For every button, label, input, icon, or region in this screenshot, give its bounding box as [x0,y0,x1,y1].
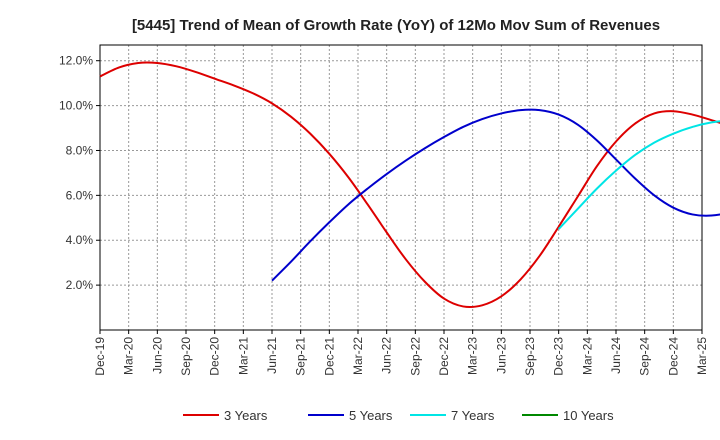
x-tick-label: Mar-22 [351,337,365,375]
x-tick-label: Sep-21 [294,337,308,376]
y-tick-label: 10.0% [59,99,93,113]
legend-label: 7 Years [451,408,495,423]
x-tick-label: Mar-23 [466,337,480,375]
series-line-3-years [99,61,720,309]
x-tick-label: Dec-24 [666,337,680,376]
x-tick-label: Dec-23 [552,337,566,376]
x-tick-label: Sep-22 [408,337,422,376]
x-tick-label: Mar-21 [236,337,250,375]
legend-label: 5 Years [349,408,393,423]
x-tick-label: Jun-23 [494,337,508,374]
x-tick-label: Dec-22 [437,337,451,376]
x-tick-label: Sep-20 [179,337,193,376]
y-tick-label: 8.0% [66,143,94,157]
x-axis: Dec-19 Mar-20 Jun-20 Sep-20 Dec-20 Mar-21 Jun-… [93,330,709,376]
x-tick-label: Jun-21 [265,337,279,374]
legend-label: 10 Years [563,408,614,423]
series-lines [99,61,720,309]
series-line-5-years [271,108,720,282]
x-tick-label: Jun-20 [150,337,164,374]
x-tick-label: Mar-20 [122,337,136,375]
y-tick-label: 12.0% [59,54,93,68]
plot-frame [99,44,703,331]
x-tick-label: Dec-20 [208,337,222,376]
x-tick-label: Mar-25 [695,337,709,375]
legend-label: 3 Years [224,408,268,423]
x-tick-label: Sep-23 [523,337,537,376]
y-tick-label: 6.0% [66,188,94,202]
y-tick-label: 2.0% [66,278,94,292]
x-tick-label: Dec-19 [93,337,107,376]
series-line-7-years [557,120,720,230]
legend: 3 Years 5 Years 7 Years 10 Years [183,408,614,423]
x-tick-label: Sep-24 [638,337,652,376]
y-tick-label: 4.0% [66,233,94,247]
chart-title: [5445] Trend of Mean of Growth Rate (YoY… [132,17,660,34]
y-axis: 2.0% 4.0% 6.0% 8.0% 10.0% 12.0% [59,54,100,292]
grid-lines [100,45,702,330]
x-tick-label: Jun-22 [380,337,394,374]
x-tick-label: Jun-24 [609,337,623,374]
x-tick-label: Mar-24 [580,337,594,375]
x-tick-label: Dec-21 [322,337,336,376]
